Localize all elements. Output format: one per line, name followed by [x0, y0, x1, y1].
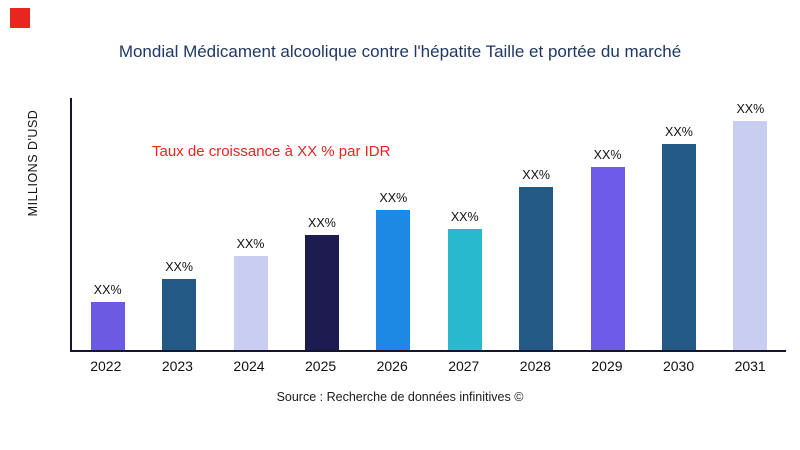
y-axis-label: MILLIONS D'USD — [26, 109, 40, 217]
bars-container: XX% XX% XX% XX% XX% XX% XX% XX% XX% XX% — [72, 98, 786, 350]
x-tick-2030: 2030 — [662, 358, 695, 374]
bar-value-label-2025: XX% — [308, 216, 336, 231]
bar-column-2031: XX% — [715, 98, 786, 350]
bar-2029 — [590, 166, 625, 350]
bar-value-label-2022: XX% — [93, 282, 122, 297]
growth-annotation: Taux de croissance à XX % par IDR — [152, 143, 391, 160]
x-tick-2022: 2022 — [90, 358, 122, 374]
bar-column-2030: XX% — [643, 98, 714, 350]
brand-logo — [10, 8, 30, 28]
bar-column-2025: XX% — [286, 98, 357, 350]
bar-column-2029: XX% — [572, 98, 643, 350]
bar-2022 — [90, 301, 125, 350]
bar-2023 — [162, 278, 197, 350]
bar-column-2022: XX% — [72, 98, 143, 350]
x-tick-2031: 2031 — [734, 358, 766, 374]
x-tick-2024: 2024 — [233, 358, 265, 374]
bar-value-label-2027: XX% — [450, 209, 479, 224]
bar-column-2027: XX% — [429, 98, 500, 350]
x-tick-2023: 2023 — [161, 358, 193, 374]
bar-2030 — [661, 143, 696, 350]
x-tick-2025: 2025 — [305, 358, 337, 374]
bar-value-label-2029: XX% — [593, 147, 622, 162]
bar-column-2028: XX% — [500, 98, 571, 350]
x-tick-2028: 2028 — [519, 358, 551, 374]
bar-2027 — [447, 228, 482, 350]
bar-value-label-2023: XX% — [165, 259, 193, 274]
bar-column-2026: XX% — [358, 98, 429, 350]
bar-column-2023: XX% — [143, 98, 214, 350]
bar-value-label-2030: XX% — [665, 124, 693, 139]
plot-area: Taux de croissance à XX % par IDR XX% XX%… — [70, 98, 786, 352]
bar-2026 — [376, 210, 411, 350]
bar-2031 — [733, 120, 768, 350]
source-text: Source : Recherche de données infinitive… — [276, 390, 524, 404]
bar-value-label-2031: XX% — [736, 101, 765, 116]
bar-2028 — [519, 187, 554, 350]
bar-value-label-2028: XX% — [522, 168, 551, 183]
bar-2025 — [304, 235, 339, 350]
bar-value-label-2024: XX% — [236, 237, 265, 252]
x-tick-2026: 2026 — [376, 358, 408, 374]
chart-title: Mondial Médicament alcoolique contre l'h… — [118, 42, 682, 61]
bar-column-2024: XX% — [215, 98, 286, 350]
x-tick-2029: 2029 — [591, 358, 623, 374]
bar-2024 — [233, 256, 268, 350]
x-tick-2027: 2027 — [448, 358, 480, 374]
bar-value-label-2026: XX% — [379, 191, 408, 206]
x-axis-ticks: 2022 2023 2024 2025 2026 2027 2028 2029 2030 2031 — [70, 358, 786, 374]
